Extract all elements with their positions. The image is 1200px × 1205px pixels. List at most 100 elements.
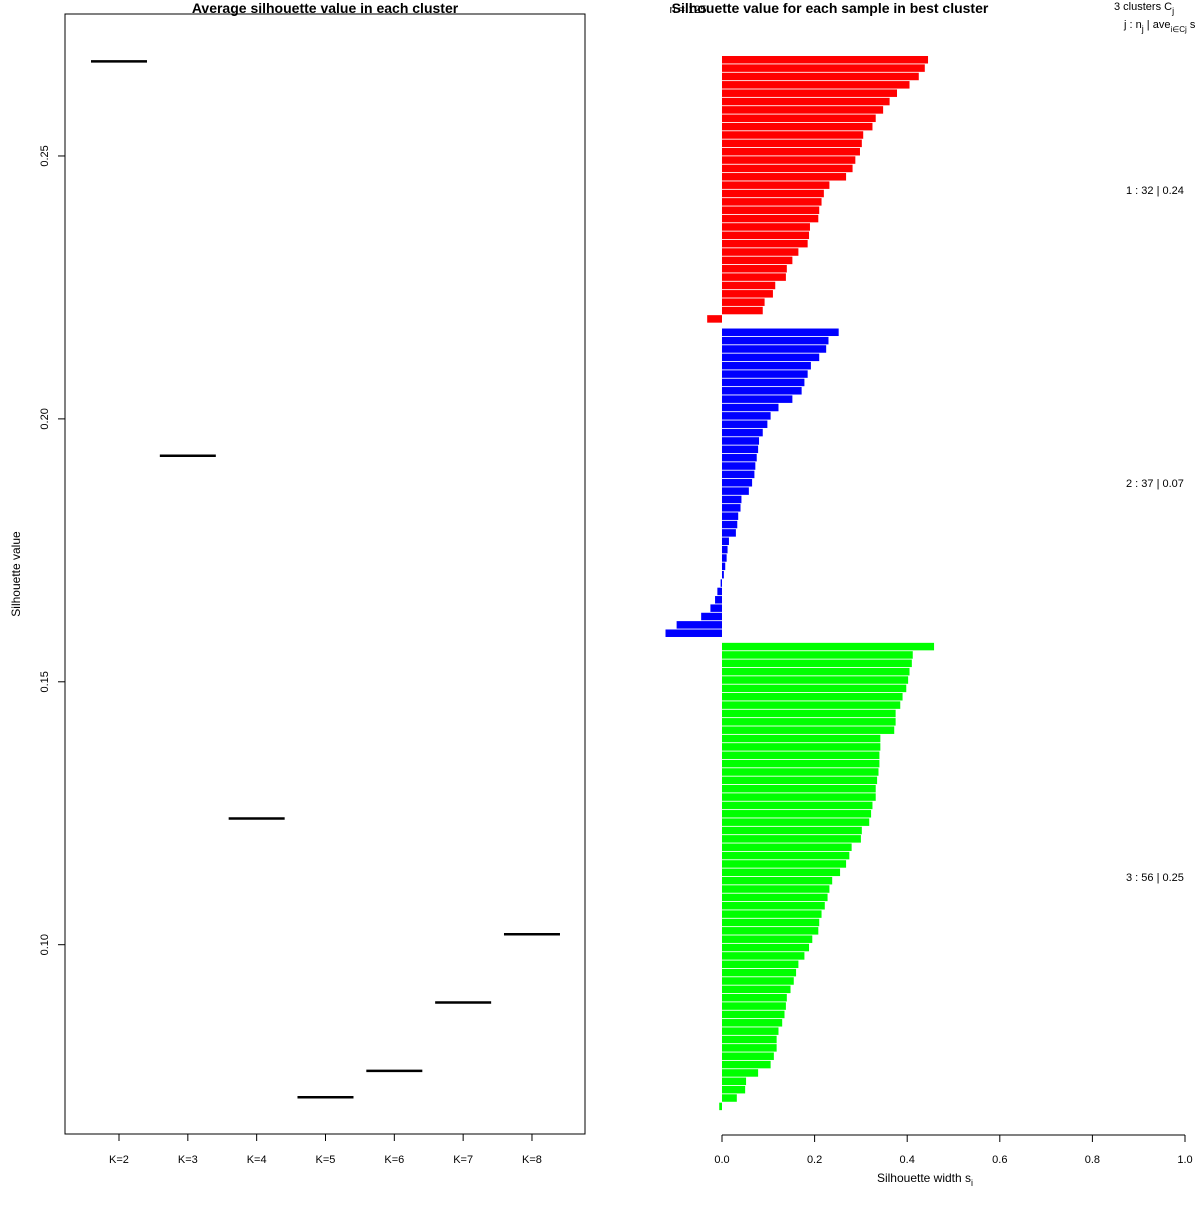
silhouette-bar-c3-3 (722, 667, 910, 676)
silhouette-bar-c3-12 (722, 743, 881, 751)
silhouette-bar-c3-36 (722, 943, 810, 952)
silhouette-bar-c3-11 (722, 734, 881, 743)
right-x-tick-label-1: 0.2 (807, 1154, 822, 1166)
silhouette-bar-c1-2 (722, 72, 919, 81)
silhouette-bar-c3-25 (722, 851, 850, 860)
silhouette-bar-c2-13 (722, 437, 760, 445)
silhouette-bar-c3-39 (722, 968, 797, 977)
silhouette-bar-c2-23 (722, 520, 738, 529)
silhouette-bar-c3-2 (722, 659, 912, 668)
silhouette-bar-c3-18 (722, 793, 876, 801)
silhouette-bar-c3-14 (722, 759, 880, 768)
silhouette-bar-c3-27 (722, 868, 841, 877)
silhouette-bar-c3-28 (722, 876, 833, 885)
silhouette-bar-c1-20 (722, 223, 810, 231)
silhouette-bar-c2-6 (722, 378, 805, 387)
silhouette-bar-c1-7 (722, 114, 876, 123)
silhouette-bar-c3-47 (722, 1035, 777, 1044)
left-y-axis-label: Silhouette value (9, 531, 23, 617)
header-line2-sub2: i∈Cj (1170, 25, 1187, 34)
silhouette-bar-c2-4 (722, 361, 811, 370)
silhouette-bar-c3-0 (722, 642, 935, 651)
silhouette-bar-c2-24 (722, 529, 736, 537)
silhouette-bar-c2-29 (722, 570, 724, 579)
silhouette-bar-c1-27 (722, 281, 776, 290)
right-chart-title: Silhouette value for each sample in best… (672, 0, 989, 16)
silhouette-bar-c3-52 (722, 1077, 747, 1086)
silhouette-bar-c1-11 (722, 147, 860, 156)
silhouette-bar-c3-41 (722, 985, 791, 994)
silhouette-bar-c2-26 (722, 545, 728, 554)
silhouette-bar-c1-21 (722, 231, 810, 240)
silhouette-bar-c3-48 (722, 1044, 777, 1052)
silhouette-bar-c3-54 (722, 1094, 737, 1102)
left-x-tick-label-5: K=7 (453, 1154, 473, 1166)
silhouette-bar-c3-46 (722, 1027, 779, 1035)
silhouette-bar-c1-4 (722, 89, 898, 97)
right-x-axis-label: Silhouette width si (877, 1171, 973, 1188)
silhouette-bar-c2-21 (722, 504, 741, 512)
left-x-tick-label-3: K=5 (316, 1154, 336, 1166)
silhouette-bar-c3-1 (722, 651, 913, 659)
silhouette-bar-c2-16 (722, 462, 756, 470)
silhouette-bar-c3-35 (722, 935, 813, 943)
silhouette-bar-c3-55 (719, 1102, 722, 1111)
silhouette-bar-c3-40 (722, 977, 794, 985)
silhouette-bar-c3-6 (722, 693, 903, 701)
silhouette-bar-c3-49 (722, 1052, 774, 1060)
silhouette-bar-c3-43 (722, 1002, 786, 1010)
silhouette-bar-c3-22 (722, 826, 862, 835)
silhouette-bar-c3-44 (722, 1010, 785, 1019)
x-axis-label-text: Silhouette width s (877, 1171, 971, 1185)
silhouette-bar-c2-12 (722, 428, 763, 437)
cluster-summary-3: 3 : 56 | 0.25 (1126, 872, 1184, 884)
header-line2-end: s (1187, 19, 1196, 31)
x-axis-label-subscript: i (971, 1178, 973, 1188)
silhouette-bar-c1-26 (722, 273, 786, 281)
silhouette-bar-c2-2 (722, 345, 827, 353)
right-x-tick-label-2: 0.4 (900, 1154, 915, 1166)
silhouette-bar-c2-17 (722, 470, 755, 479)
header-line1-sub: j (1171, 6, 1174, 16)
silhouette-bar-c2-14 (722, 445, 759, 454)
silhouette-bar-c3-7 (722, 701, 901, 709)
left-y-tick-label-1: 0.15 (39, 671, 51, 692)
silhouette-bar-c2-25 (722, 537, 729, 546)
overlapped-n-text: n = 125 (669, 4, 706, 16)
silhouette-bar-c3-51 (722, 1069, 759, 1077)
silhouette-bar-c3-45 (722, 1019, 783, 1027)
silhouette-bar-c1-19 (722, 214, 819, 223)
left-x-tick-label-1: K=3 (178, 1154, 198, 1166)
silhouette-bar-c2-36 (665, 629, 722, 637)
silhouette-bar-c3-20 (722, 810, 872, 818)
left-chart-title: Average silhouette value in each cluster (192, 0, 459, 16)
cluster-summary-1: 1 : 32 | 0.24 (1126, 185, 1184, 197)
silhouette-bar-c1-10 (722, 139, 862, 148)
silhouette-bar-c2-10 (722, 412, 771, 420)
silhouette-bar-c2-15 (722, 453, 757, 462)
silhouette-bar-c1-29 (722, 298, 765, 306)
header-line2-sub1: j (1141, 24, 1144, 34)
silhouette-bar-c3-33 (722, 918, 820, 927)
silhouette-bar-c3-23 (722, 835, 861, 843)
silhouette-bar-c3-4 (722, 676, 909, 684)
silhouette-bar-c2-0 (722, 328, 839, 337)
silhouette-bar-c2-31 (717, 587, 722, 596)
left-y-tick-label-2: 0.20 (39, 408, 51, 429)
silhouette-bar-c1-18 (722, 206, 820, 214)
silhouette-bar-c3-19 (722, 801, 873, 810)
silhouette-bar-c3-53 (722, 1085, 746, 1094)
silhouette-bar-c3-9 (722, 718, 896, 726)
silhouette-bar-c2-7 (722, 387, 802, 395)
silhouette-bar-c3-37 (722, 952, 805, 960)
header-line2-mid: | ave (1144, 19, 1171, 31)
silhouette-bar-c3-29 (722, 885, 830, 893)
silhouette-bar-c1-25 (722, 265, 787, 273)
silhouette-bar-c2-35 (676, 621, 722, 629)
silhouette-bar-c3-34 (722, 927, 819, 935)
cluster-header-line1: 3 clusters Cj (1114, 1, 1174, 16)
left-y-tick-label-3: 0.25 (39, 145, 51, 166)
left-plot-frame (64, 13, 586, 1135)
left-x-tick-label-2: K=4 (247, 1154, 267, 1166)
